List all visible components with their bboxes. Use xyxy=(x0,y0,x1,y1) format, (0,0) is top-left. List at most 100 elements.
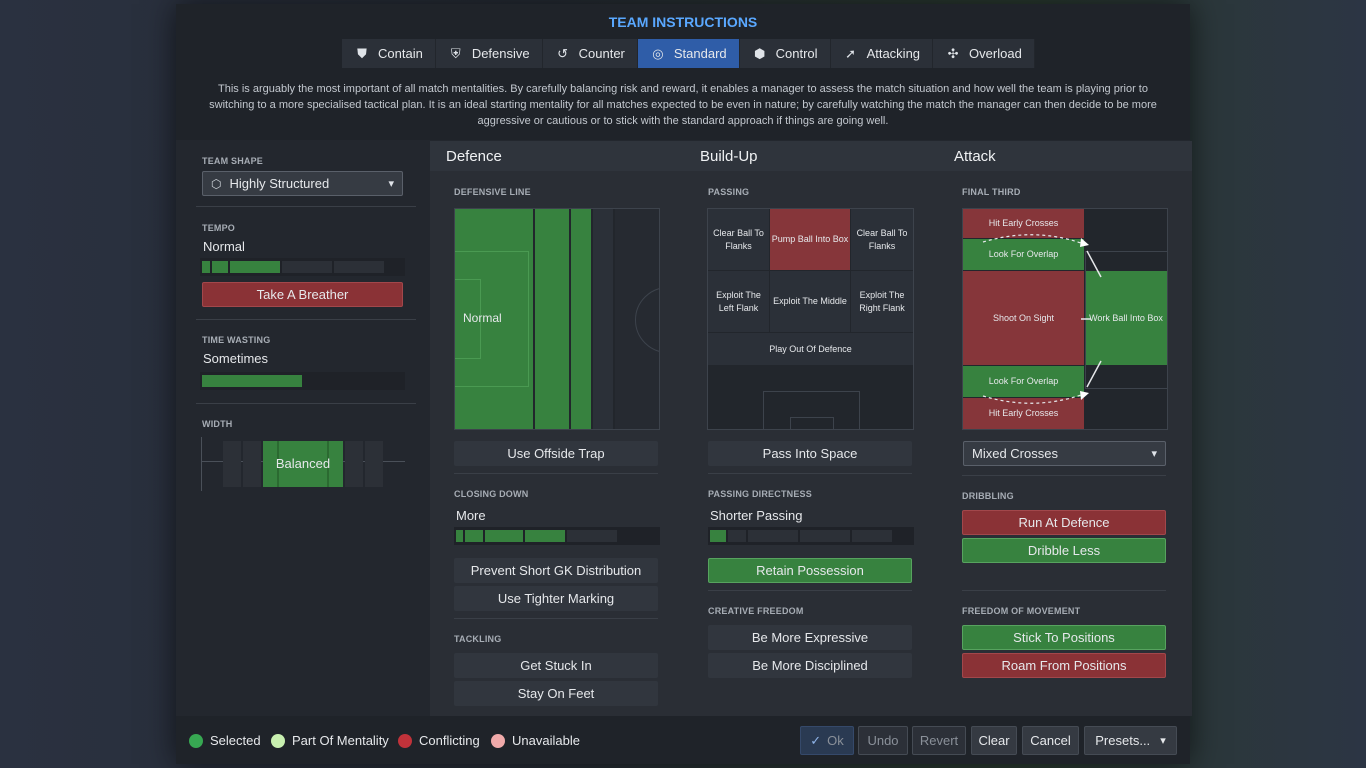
use-tighter-marking-button[interactable]: Use Tighter Marking xyxy=(454,586,658,611)
legend-conflicting: Conflicting xyxy=(398,733,480,748)
use-offside-trap-button[interactable]: Use Offside Trap xyxy=(454,441,658,466)
stay-on-feet-button[interactable]: Stay On Feet xyxy=(454,681,658,706)
legend-label: Conflicting xyxy=(419,733,480,748)
exploit-left-flank-zone[interactable]: Exploit The Left Flank xyxy=(708,271,769,332)
be-more-expressive-button[interactable]: Be More Expressive xyxy=(708,625,912,650)
width-band-line xyxy=(277,441,279,487)
pass-into-space-button[interactable]: Pass Into Space xyxy=(708,441,912,466)
standard-icon: ◎ xyxy=(652,45,664,61)
closing-down-slider[interactable] xyxy=(454,527,660,545)
tempo-seg xyxy=(334,261,384,273)
tab-label: Defensive xyxy=(471,46,530,61)
take-a-breather-button[interactable]: Take A Breather xyxy=(202,282,403,307)
defensive-line-band xyxy=(571,209,591,429)
run-at-defence-button[interactable]: Run At Defence xyxy=(962,510,1166,535)
divider xyxy=(962,590,1166,591)
closing-down-value: More xyxy=(456,508,486,523)
divider xyxy=(196,403,416,404)
undo-button[interactable]: Undo xyxy=(858,726,908,755)
divider xyxy=(196,206,416,207)
ok-button[interactable]: ✓ Ok xyxy=(800,726,854,755)
crossing-value: Mixed Crosses xyxy=(972,446,1058,461)
tab-label: Contain xyxy=(378,46,423,61)
clear-button[interactable]: Clear xyxy=(971,726,1017,755)
look-for-overlap-top-zone[interactable]: Look For Overlap xyxy=(963,239,1084,270)
time-wasting-slider[interactable] xyxy=(200,372,405,390)
closing-down-seg xyxy=(465,530,483,542)
be-more-disciplined-button[interactable]: Be More Disciplined xyxy=(708,653,912,678)
team-shape-dropdown[interactable]: ⬡ Highly Structured ▾ xyxy=(202,171,403,196)
passing-pitch: Clear Ball To Flanks Pump Ball Into Box … xyxy=(707,208,914,430)
final-third-label: FINAL THIRD xyxy=(962,187,1021,197)
retain-possession-button[interactable]: Retain Possession xyxy=(708,558,912,583)
crossing-dropdown[interactable]: Mixed Crosses ▾ xyxy=(963,441,1166,466)
get-stuck-in-button[interactable]: Get Stuck In xyxy=(454,653,658,678)
freedom-of-movement-label: FREEDOM OF MOVEMENT xyxy=(962,606,1081,616)
defensive-line-pitch[interactable]: Normal xyxy=(454,208,660,430)
tempo-value: Normal xyxy=(203,239,245,254)
tempo-slider[interactable] xyxy=(200,258,405,276)
tab-defensive[interactable]: ⛨ Defensive xyxy=(435,39,543,68)
exploit-right-flank-zone[interactable]: Exploit The Right Flank xyxy=(851,271,913,332)
legend-label: Selected xyxy=(210,733,261,748)
counter-icon: ↺ xyxy=(557,45,569,61)
team-settings-panel: TEAM SHAPE ⬡ Highly Structured ▾ TEMPO N… xyxy=(176,141,430,716)
roam-from-positions-button[interactable]: Roam From Positions xyxy=(962,653,1166,678)
tab-label: Overload xyxy=(969,46,1022,61)
dribbling-label: DRIBBLING xyxy=(962,491,1014,501)
passing-directness-seg xyxy=(728,530,746,542)
clear-ball-to-flanks-right-zone[interactable]: Clear Ball To Flanks xyxy=(851,209,913,270)
tab-attacking[interactable]: ➚ Attacking xyxy=(830,39,934,68)
dialog-title: TEAM INSTRUCTIONS xyxy=(608,14,758,30)
tab-standard[interactable]: ◎ Standard xyxy=(637,39,740,68)
build-up-heading: Build-Up xyxy=(684,141,938,171)
presets-button[interactable]: Presets... ▾ xyxy=(1084,726,1177,755)
width-label: WIDTH xyxy=(202,419,233,429)
selected-dot-icon xyxy=(189,733,203,748)
tempo-seg xyxy=(230,261,280,273)
play-out-of-defence-zone[interactable]: Play Out Of Defence xyxy=(708,333,913,365)
unavailable-dot-icon xyxy=(491,733,505,748)
hit-early-crosses-bottom-zone[interactable]: Hit Early Crosses xyxy=(963,398,1084,429)
penalty-box-line xyxy=(1085,251,1167,389)
tab-counter[interactable]: ↺ Counter xyxy=(542,39,638,68)
shoot-on-sight-zone[interactable]: Shoot On Sight xyxy=(963,271,1084,365)
width-value: Balanced xyxy=(275,456,331,471)
clear-ball-to-flanks-left-zone[interactable]: Clear Ball To Flanks xyxy=(708,209,769,270)
tempo-seg xyxy=(282,261,332,273)
width-seg xyxy=(345,441,363,487)
width-seg xyxy=(223,441,241,487)
tab-label: Attacking xyxy=(866,46,921,61)
chevron-down-icon: ▾ xyxy=(1151,448,1157,460)
mentality-description: This is arguably the most important of a… xyxy=(209,83,1157,127)
closing-down-label: CLOSING DOWN xyxy=(454,489,529,499)
chevron-down-icon: ▾ xyxy=(388,178,394,190)
overload-icon: ✣ xyxy=(947,45,959,61)
team-shape-value: Highly Structured xyxy=(229,176,330,191)
divider xyxy=(708,590,912,591)
stick-to-positions-button[interactable]: Stick To Positions xyxy=(962,625,1166,650)
final-third-pitch: Hit Early Crosses Look For Overlap Shoot… xyxy=(962,208,1168,430)
creative-freedom-label: CREATIVE FREEDOM xyxy=(708,606,804,616)
look-for-overlap-bottom-zone[interactable]: Look For Overlap xyxy=(963,366,1084,397)
defence-heading: Defence xyxy=(430,141,684,171)
revert-button[interactable]: Revert xyxy=(912,726,966,755)
pump-ball-into-box-zone[interactable]: Pump Ball Into Box xyxy=(770,209,850,270)
dribble-less-button[interactable]: Dribble Less xyxy=(962,538,1166,563)
tab-overload[interactable]: ✣ Overload xyxy=(933,39,1035,68)
prevent-short-gk-distribution-button[interactable]: Prevent Short GK Distribution xyxy=(454,558,658,583)
exploit-middle-zone[interactable]: Exploit The Middle xyxy=(770,271,850,332)
control-icon: ⬢ xyxy=(753,45,766,61)
contain-icon: ⛊ xyxy=(357,45,367,61)
attack-panel: Attack FINAL THIRD Hit Early Crosses Loo… xyxy=(938,141,1192,716)
tab-label: Counter xyxy=(578,46,625,61)
hit-early-crosses-top-zone[interactable]: Hit Early Crosses xyxy=(963,209,1084,238)
passing-directness-slider[interactable] xyxy=(708,527,914,545)
legend-label: Unavailable xyxy=(512,733,580,748)
defensive-line-band xyxy=(455,209,533,429)
width-selector[interactable]: Balanced xyxy=(201,437,405,491)
cancel-button[interactable]: Cancel xyxy=(1022,726,1079,755)
work-ball-into-box-zone[interactable]: Work Ball Into Box xyxy=(1085,271,1167,365)
tab-contain[interactable]: ⛊ Contain xyxy=(342,39,436,68)
tab-control[interactable]: ⬢ Control xyxy=(739,39,831,68)
